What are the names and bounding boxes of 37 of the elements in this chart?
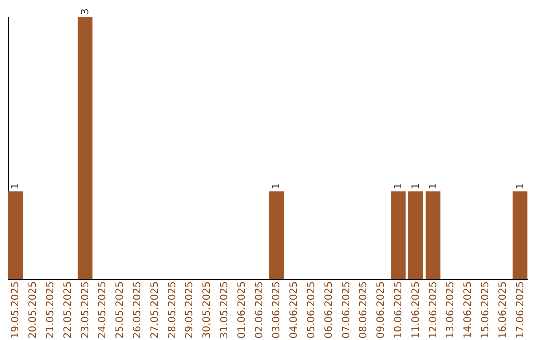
x-tick-label: 19.05.2025 <box>10 282 22 339</box>
x-tick-label: 16.06.2025 <box>498 282 509 339</box>
x-tick-label: 06.06.2025 <box>324 282 335 339</box>
data-label: 1 <box>272 183 283 190</box>
x-tick-label: 29.05.2025 <box>184 282 196 339</box>
x-tick-label: 22.05.2025 <box>62 282 74 339</box>
x-tick-label: 28.05.2025 <box>167 282 178 339</box>
data-label: 1 <box>10 183 22 190</box>
x-tick-label: 26.05.2025 <box>132 282 144 339</box>
data-label: 3 <box>80 8 92 15</box>
data-label: 1 <box>393 183 404 190</box>
x-tick-label: 03.06.2025 <box>272 282 283 339</box>
x-tick-label: 12.06.2025 <box>428 282 440 339</box>
x-tick-label: 11.06.2025 <box>410 282 422 339</box>
x-tick-label: 21.05.2025 <box>46 282 57 339</box>
x-tick-label: 31.05.2025 <box>220 282 231 339</box>
x-tick-label: 07.06.2025 <box>341 282 352 339</box>
x-tick-label: 15.06.2025 <box>480 282 492 339</box>
x-tick-label: 24.05.2025 <box>98 282 109 339</box>
data-label: 1 <box>428 183 440 190</box>
x-tick-label: 09.06.2025 <box>376 282 388 339</box>
x-tick-label: 10.06.2025 <box>393 282 404 339</box>
x-tick-label: 05.06.2025 <box>306 282 318 339</box>
x-tick-label: 30.05.2025 <box>202 282 214 339</box>
x-tick-label: 17.06.2025 <box>515 282 526 339</box>
data-label: 1 <box>410 183 422 190</box>
x-tick-label: 08.06.2025 <box>358 282 370 339</box>
x-tick-label: 13.06.2025 <box>446 282 457 339</box>
x-tick-label: 20.05.2025 <box>28 282 40 339</box>
x-tick-label: 01.06.2025 <box>236 282 248 339</box>
data-label: 1 <box>515 183 526 190</box>
x-tick-label: 27.05.2025 <box>150 282 161 339</box>
x-tick-label: 23.05.2025 <box>80 282 92 339</box>
x-tick-label: 25.05.2025 <box>115 282 126 339</box>
x-tick-label: 04.06.2025 <box>289 282 300 339</box>
x-tick-label: 14.06.2025 <box>463 282 474 339</box>
x-tick-label: 02.06.2025 <box>254 282 266 339</box>
